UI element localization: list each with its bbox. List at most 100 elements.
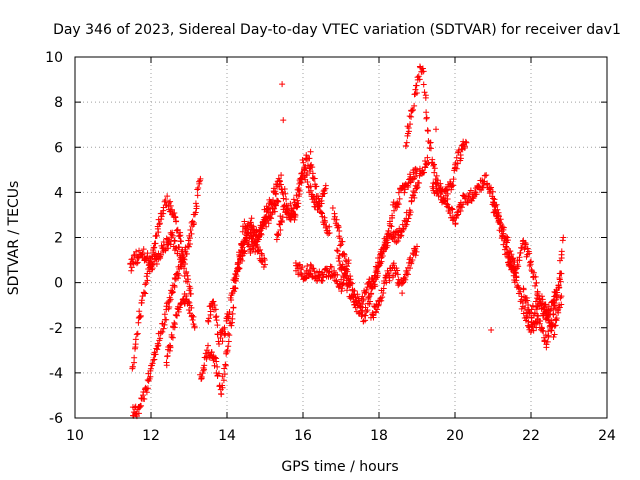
data-point [280, 117, 287, 124]
data-point [129, 363, 136, 370]
data-point [488, 327, 495, 334]
data-points [127, 63, 567, 420]
data-point [290, 211, 297, 218]
data-point [532, 273, 539, 280]
data-point [465, 193, 472, 200]
data-point [405, 125, 412, 132]
data-point [188, 230, 195, 237]
data-point [302, 274, 309, 281]
data-point [318, 209, 325, 216]
data-point [188, 304, 195, 311]
data-point [183, 250, 190, 257]
y-tick-label: 4 [54, 185, 63, 201]
data-point [557, 278, 564, 285]
data-point [520, 286, 527, 293]
data-point [299, 264, 306, 271]
data-point [229, 310, 236, 317]
data-point [231, 277, 238, 284]
data-point [342, 257, 349, 264]
data-point [171, 237, 178, 244]
data-point [282, 190, 289, 197]
y-tick-label: -2 [49, 321, 63, 337]
data-point [518, 245, 525, 252]
data-point [155, 229, 162, 236]
data-point [205, 342, 212, 349]
data-point [404, 218, 411, 225]
data-point [383, 279, 390, 286]
x-tick-label: 12 [142, 428, 160, 444]
data-point [319, 277, 326, 284]
data-point [423, 114, 430, 121]
data-point [475, 182, 482, 189]
data-point [517, 250, 524, 257]
data-point [356, 309, 363, 316]
y-tick-label: -4 [49, 366, 63, 382]
data-point [264, 207, 271, 214]
data-point [489, 188, 496, 195]
data-point [513, 270, 520, 277]
data-point [181, 265, 188, 272]
data-point [439, 188, 446, 195]
y-tick-label: 8 [54, 95, 63, 111]
data-point [207, 308, 214, 315]
data-point [307, 261, 314, 268]
data-point [395, 201, 402, 208]
data-point [449, 217, 456, 224]
data-point [307, 270, 314, 277]
data-point [151, 356, 158, 363]
data-point [455, 211, 462, 218]
data-point [461, 145, 468, 152]
data-point [309, 170, 316, 177]
data-point [551, 331, 558, 338]
data-point [215, 370, 222, 377]
data-point [412, 86, 419, 93]
data-point [517, 288, 524, 295]
data-point [409, 106, 416, 113]
data-point [276, 178, 283, 185]
data-point [303, 152, 310, 159]
data-point [310, 265, 317, 272]
data-point [457, 155, 464, 162]
data-point [518, 305, 525, 312]
x-tick-label: 20 [446, 428, 464, 444]
data-point [313, 199, 320, 206]
data-point [322, 182, 329, 189]
data-point [142, 281, 149, 288]
data-point [284, 208, 291, 215]
data-point [335, 284, 342, 291]
data-point [313, 183, 320, 190]
data-point [336, 228, 343, 235]
data-point [239, 257, 246, 264]
data-point [134, 330, 141, 337]
data-point [277, 227, 284, 233]
data-point [270, 185, 277, 192]
data-point [411, 102, 418, 109]
data-point [147, 373, 154, 380]
y-tick-label: 6 [54, 140, 63, 156]
data-point [452, 220, 459, 227]
data-point [558, 293, 565, 300]
data-point [368, 283, 375, 290]
data-point [152, 240, 159, 247]
data-point [187, 285, 194, 292]
data-point [401, 189, 408, 196]
data-point [387, 267, 394, 274]
data-point [131, 354, 138, 361]
data-point [230, 285, 237, 292]
data-point [229, 315, 236, 322]
data-point [375, 301, 382, 308]
x-tick-label: 22 [522, 428, 540, 444]
data-point [449, 206, 456, 213]
data-point [398, 232, 405, 239]
data-point [136, 404, 143, 411]
data-point [362, 312, 369, 319]
data-point [272, 202, 279, 209]
data-point [507, 248, 514, 255]
y-tick-label: 2 [54, 231, 63, 247]
data-point [141, 395, 148, 402]
data-point [289, 208, 296, 215]
data-point [408, 113, 415, 120]
data-point [395, 282, 402, 289]
data-point [177, 232, 184, 239]
data-point [548, 327, 555, 334]
